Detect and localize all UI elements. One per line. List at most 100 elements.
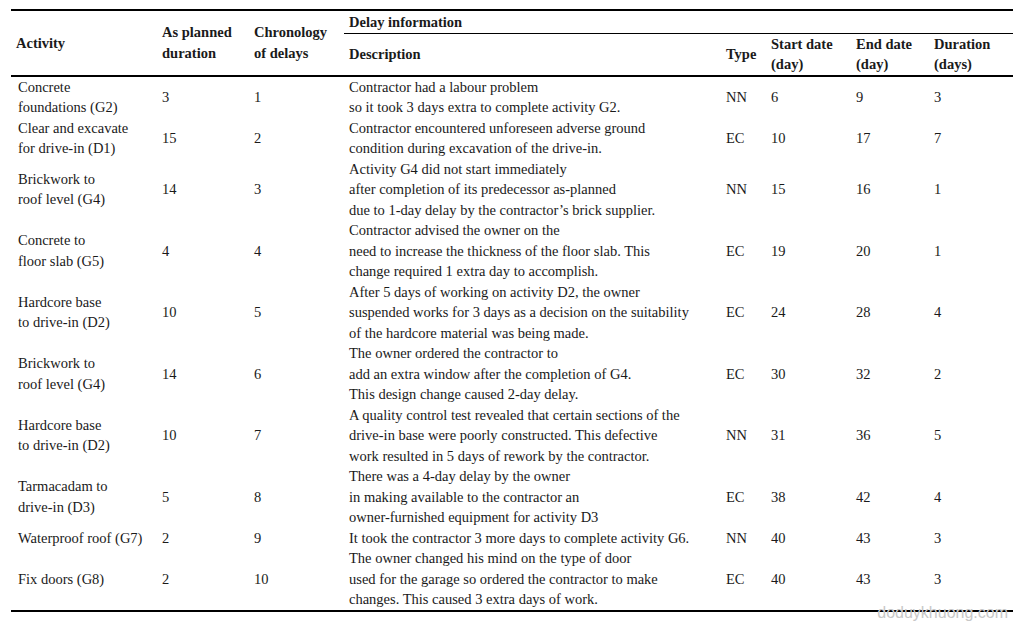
cell-end-date: 36 bbox=[851, 405, 929, 467]
cell-chronology: 3 bbox=[249, 159, 344, 221]
cell-end-date: 42 bbox=[851, 466, 929, 528]
table-row: Clear and excavate for drive-in (D1) 15 … bbox=[11, 118, 1013, 159]
cell-chronology: 9 bbox=[249, 528, 344, 549]
cell-description: Contractor advised the owner on the need… bbox=[344, 220, 721, 282]
table-body: Concrete foundations (G2) 3 1 Contractor… bbox=[11, 76, 1013, 611]
cell-start-date: 31 bbox=[766, 405, 851, 467]
cell-planned-duration: 2 bbox=[157, 528, 249, 549]
cell-end-date: 32 bbox=[851, 343, 929, 405]
cell-type: EC bbox=[721, 220, 766, 282]
cell-planned-duration: 10 bbox=[157, 405, 249, 467]
cell-activity: Clear and excavate for drive-in (D1) bbox=[11, 118, 157, 159]
header-row-top: Activity As planned duration Chronology … bbox=[11, 10, 1013, 33]
cell-end-date: 16 bbox=[851, 159, 929, 221]
cell-type: EC bbox=[721, 118, 766, 159]
cell-start-date: 30 bbox=[766, 343, 851, 405]
cell-activity: Brickwork to roof level (G4) bbox=[11, 343, 157, 405]
cell-chronology: 7 bbox=[249, 405, 344, 467]
table-row: Fix doors (G8) 2 10 The owner changed hi… bbox=[11, 548, 1013, 611]
cell-duration: 1 bbox=[929, 220, 1013, 282]
header-duration: Duration (days) bbox=[929, 33, 1013, 76]
cell-activity: Brickwork to roof level (G4) bbox=[11, 159, 157, 221]
cell-duration: 1 bbox=[929, 159, 1013, 221]
cell-duration: 2 bbox=[929, 343, 1013, 405]
page: { "colors": { "background": "#ffffff", "… bbox=[0, 0, 1024, 625]
cell-type: EC bbox=[721, 282, 766, 344]
cell-end-date: 9 bbox=[851, 76, 929, 118]
cell-end-date: 43 bbox=[851, 528, 929, 549]
cell-type: NN bbox=[721, 405, 766, 467]
cell-start-date: 38 bbox=[766, 466, 851, 528]
table-header: Activity As planned duration Chronology … bbox=[11, 10, 1013, 76]
cell-activity: Waterproof roof (G7) bbox=[11, 528, 157, 549]
cell-duration: 4 bbox=[929, 282, 1013, 344]
cell-activity: Concrete foundations (G2) bbox=[11, 76, 157, 118]
cell-chronology: 8 bbox=[249, 466, 344, 528]
cell-description: Contractor had a labour problem so it to… bbox=[344, 76, 721, 118]
cell-start-date: 10 bbox=[766, 118, 851, 159]
cell-duration: 3 bbox=[929, 548, 1013, 611]
cell-type: NN bbox=[721, 528, 766, 549]
cell-description: It took the contractor 3 more days to co… bbox=[344, 528, 721, 549]
cell-type: EC bbox=[721, 466, 766, 528]
cell-description: Activity G4 did not start immediately af… bbox=[344, 159, 721, 221]
header-as-planned-duration: As planned duration bbox=[157, 10, 249, 76]
cell-end-date: 17 bbox=[851, 118, 929, 159]
cell-start-date: 40 bbox=[766, 528, 851, 549]
cell-start-date: 24 bbox=[766, 282, 851, 344]
table-row: Concrete to floor slab (G5) 4 4 Contract… bbox=[11, 220, 1013, 282]
cell-chronology: 4 bbox=[249, 220, 344, 282]
cell-start-date: 6 bbox=[766, 76, 851, 118]
cell-planned-duration: 15 bbox=[157, 118, 249, 159]
cell-activity: Tarmacadam to drive-in (D3) bbox=[11, 466, 157, 528]
cell-start-date: 40 bbox=[766, 548, 851, 611]
table-row: Tarmacadam to drive-in (D3) 5 8 There wa… bbox=[11, 466, 1013, 528]
cell-start-date: 15 bbox=[766, 159, 851, 221]
cell-planned-duration: 14 bbox=[157, 343, 249, 405]
header-chronology-of-delays: Chronology of delays bbox=[249, 10, 344, 76]
header-description: Description bbox=[344, 33, 721, 76]
delay-table-container: Activity As planned duration Chronology … bbox=[11, 9, 1013, 612]
cell-type: EC bbox=[721, 548, 766, 611]
cell-planned-duration: 14 bbox=[157, 159, 249, 221]
header-type: Type bbox=[721, 33, 766, 76]
table-row: Waterproof roof (G7) 2 9 It took the con… bbox=[11, 528, 1013, 549]
table-row: Concrete foundations (G2) 3 1 Contractor… bbox=[11, 76, 1013, 118]
cell-activity: Concrete to floor slab (G5) bbox=[11, 220, 157, 282]
header-start-date: Start date (day) bbox=[766, 33, 851, 76]
header-end-date: End date (day) bbox=[851, 33, 929, 76]
cell-chronology: 5 bbox=[249, 282, 344, 344]
cell-planned-duration: 2 bbox=[157, 548, 249, 611]
cell-type: NN bbox=[721, 76, 766, 118]
cell-chronology: 1 bbox=[249, 76, 344, 118]
cell-activity: Hardcore base to drive-in (D2) bbox=[11, 405, 157, 467]
cell-chronology: 6 bbox=[249, 343, 344, 405]
cell-description: Contractor encountered unforeseen advers… bbox=[344, 118, 721, 159]
cell-planned-duration: 5 bbox=[157, 466, 249, 528]
header-delay-information: Delay information bbox=[344, 10, 1013, 33]
cell-description: After 5 days of working on activity D2, … bbox=[344, 282, 721, 344]
cell-activity: Fix doors (G8) bbox=[11, 548, 157, 611]
cell-description: A quality control test revealed that cer… bbox=[344, 405, 721, 467]
cell-duration: 3 bbox=[929, 528, 1013, 549]
table-row: Brickwork to roof level (G4) 14 6 The ow… bbox=[11, 343, 1013, 405]
cell-description: The owner ordered the contractor to add … bbox=[344, 343, 721, 405]
cell-type: EC bbox=[721, 343, 766, 405]
cell-end-date: 20 bbox=[851, 220, 929, 282]
cell-duration: 7 bbox=[929, 118, 1013, 159]
cell-description: There was a 4-day delay by the owner in … bbox=[344, 466, 721, 528]
cell-description: The owner changed his mind on the type o… bbox=[344, 548, 721, 611]
cell-duration: 3 bbox=[929, 76, 1013, 118]
cell-planned-duration: 4 bbox=[157, 220, 249, 282]
cell-chronology: 10 bbox=[249, 548, 344, 611]
watermark-text: doduykhuong.com bbox=[877, 604, 1008, 622]
cell-end-date: 28 bbox=[851, 282, 929, 344]
cell-activity: Hardcore base to drive-in (D2) bbox=[11, 282, 157, 344]
delay-table: Activity As planned duration Chronology … bbox=[11, 9, 1013, 612]
cell-planned-duration: 10 bbox=[157, 282, 249, 344]
table-row: Brickwork to roof level (G4) 14 3 Activi… bbox=[11, 159, 1013, 221]
cell-duration: 5 bbox=[929, 405, 1013, 467]
cell-planned-duration: 3 bbox=[157, 76, 249, 118]
table-row: Hardcore base to drive-in (D2) 10 5 Afte… bbox=[11, 282, 1013, 344]
header-activity: Activity bbox=[11, 10, 157, 76]
